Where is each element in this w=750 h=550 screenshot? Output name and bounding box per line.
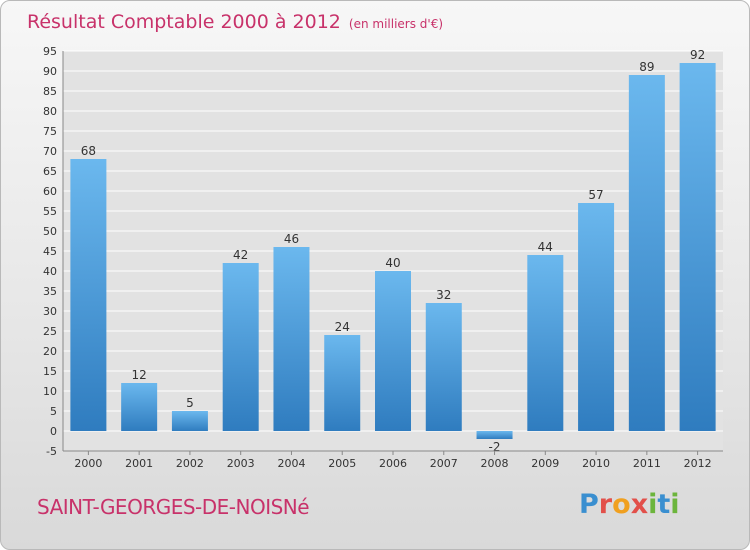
chart-title: Résultat Comptable 2000 à 2012 (en millie… <box>27 7 443 37</box>
bar <box>121 383 158 431</box>
data-label: 40 <box>385 256 400 270</box>
bar <box>171 411 208 431</box>
x-tick-label: 2000 <box>74 457 102 470</box>
x-tick-label: 2011 <box>633 457 661 470</box>
y-tick-label: 75 <box>43 125 57 138</box>
bar <box>273 247 310 431</box>
data-label: 89 <box>639 60 654 74</box>
logo-letter: i <box>648 489 658 520</box>
data-label: 57 <box>588 188 603 202</box>
y-tick-label: 65 <box>43 165 57 178</box>
commune-name: SAINT-GEORGES-DE-NOISNé <box>37 495 310 519</box>
y-tick-label: 60 <box>43 185 57 198</box>
bar <box>375 271 411 431</box>
y-tick-label: 35 <box>43 285 57 298</box>
logo-letter: o <box>612 489 631 520</box>
bar <box>222 263 259 431</box>
data-label: 92 <box>690 48 705 62</box>
chart-subtitle: (en milliers d'€) <box>348 17 444 31</box>
data-label: 32 <box>436 288 451 302</box>
y-tick-label: 55 <box>43 205 57 218</box>
data-label: 12 <box>132 368 147 382</box>
y-tick-label: 85 <box>43 85 57 98</box>
x-tick-label: 2001 <box>125 457 153 470</box>
data-label: 68 <box>81 144 96 158</box>
y-tick-label: 0 <box>50 425 57 438</box>
bar <box>70 159 107 431</box>
bar <box>425 303 462 431</box>
y-tick-label: 45 <box>43 245 57 258</box>
y-tick-label: 20 <box>43 345 57 358</box>
x-tick-label: 2003 <box>227 457 255 470</box>
x-tick-label: 2010 <box>582 457 610 470</box>
x-tick-label: 2006 <box>379 457 407 470</box>
x-tick-label: 2004 <box>277 457 305 470</box>
y-tick-label: 90 <box>43 65 57 78</box>
y-tick-label: -5 <box>46 445 57 458</box>
y-tick-label: 25 <box>43 325 57 338</box>
y-tick-label: 30 <box>43 305 57 318</box>
chart-title-text: Résultat Comptable 2000 à 2012 <box>27 11 341 33</box>
data-label: 5 <box>186 396 194 410</box>
x-tick-label: 2007 <box>430 457 458 470</box>
y-tick-label: 15 <box>43 365 57 378</box>
y-tick-label: 50 <box>43 225 57 238</box>
y-tick-label: 70 <box>43 145 57 158</box>
logo-letter: i <box>670 489 680 520</box>
y-tick-label: 5 <box>50 405 57 418</box>
logo-letter: t <box>657 489 671 520</box>
logo-letter: P <box>579 489 599 520</box>
data-label: 46 <box>284 232 299 246</box>
y-tick-label: 80 <box>43 105 57 118</box>
bar <box>476 431 513 439</box>
proxiti-logo: Proxiti <box>579 489 680 520</box>
bar <box>679 63 716 431</box>
x-tick-label: 2009 <box>531 457 559 470</box>
x-tick-label: 2008 <box>481 457 509 470</box>
bar <box>578 203 615 431</box>
x-tick-label: 2005 <box>328 457 356 470</box>
logo-letter: r <box>598 489 613 520</box>
logo-letter: x <box>630 489 649 520</box>
data-label: -2 <box>489 440 501 454</box>
y-tick-label: 40 <box>43 265 57 278</box>
x-tick-label: 2012 <box>684 457 712 470</box>
data-label: 24 <box>335 320 350 334</box>
bar <box>527 255 564 431</box>
bar <box>324 335 361 431</box>
y-tick-label: 95 <box>43 45 57 58</box>
x-tick-label: 2002 <box>176 457 204 470</box>
data-label: 44 <box>538 240 553 254</box>
data-label: 42 <box>233 248 248 262</box>
y-tick-label: 10 <box>43 385 57 398</box>
bar <box>628 75 665 431</box>
